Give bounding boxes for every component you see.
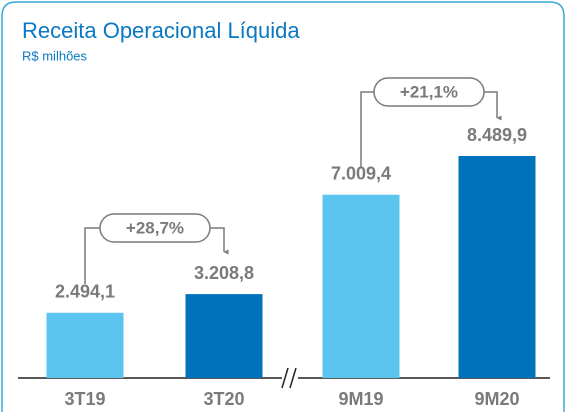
chart-subtitle: R$ milhões [22, 48, 88, 63]
chart-title: Receita Operacional Líquida [22, 18, 300, 43]
x-tick-label: 3T19 [64, 389, 105, 409]
value-label: 8.489,9 [467, 125, 527, 145]
value-label: 7.009,4 [331, 163, 391, 183]
growth-bracket: +28,7% [84, 213, 229, 284]
bar [458, 156, 536, 378]
axis-break [281, 367, 298, 389]
x-tick-label: 9M20 [474, 389, 519, 409]
value-label: 2.494,1 [55, 282, 115, 302]
annotation: +28,7% [126, 218, 184, 237]
x-tick-label: 9M19 [338, 389, 383, 409]
growth-bracket: +21,1% [360, 77, 502, 168]
bar [185, 294, 263, 378]
bar [46, 312, 124, 378]
bar [322, 194, 400, 378]
value-label: 3.208,8 [194, 263, 254, 283]
x-tick-label: 3T20 [203, 389, 244, 409]
annotation: +21,1% [400, 82, 458, 101]
